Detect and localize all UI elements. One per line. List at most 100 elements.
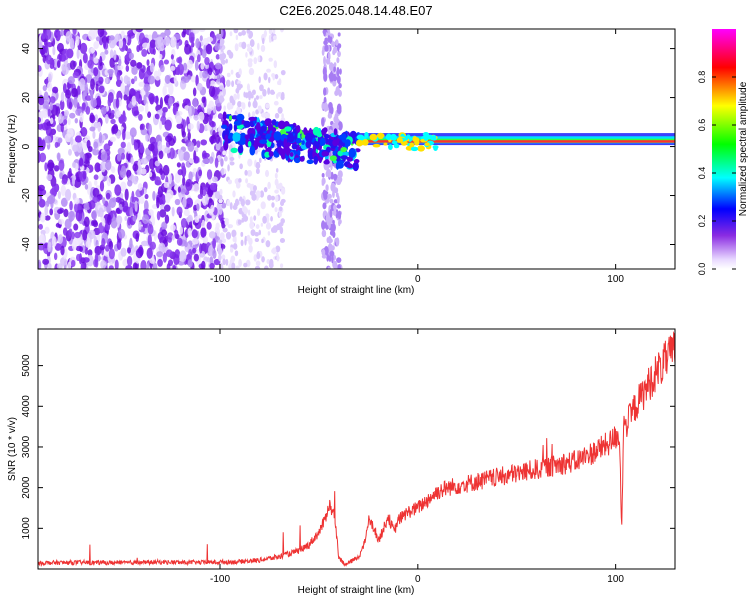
spectrogram-cell <box>144 103 149 114</box>
spectrogram-cell <box>199 243 203 254</box>
spectrogram-cell <box>187 131 191 141</box>
spectrogram-cell <box>79 42 88 54</box>
spectrogram-cell <box>244 169 248 176</box>
spectrogram-cell <box>278 222 284 227</box>
spectrogram-cell <box>336 195 340 205</box>
spectrogram-cell <box>333 66 336 73</box>
spectrogram-cell <box>336 75 341 84</box>
spectrogram-cell <box>156 211 161 221</box>
spectrogram-cell <box>198 29 206 33</box>
snr-y-ticks: 1000 2000 3000 4000 5000 <box>21 354 675 539</box>
spectrogram-heatmap <box>38 29 675 269</box>
spectrogram-cell <box>114 259 119 269</box>
spectrogram-cell <box>235 73 241 79</box>
x-tick-label: 0 <box>415 574 421 585</box>
spectrogram-cell <box>144 193 149 200</box>
spectrogram-cell <box>42 85 47 92</box>
spectrogram-cell <box>149 258 156 264</box>
spectrogram-cell <box>204 56 210 66</box>
spectrogram-cell <box>74 231 81 239</box>
spectrogram-cell <box>206 108 212 115</box>
spectrogram-cell <box>329 155 337 162</box>
spectrogram-cell <box>77 94 81 104</box>
spectrogram-cell <box>205 194 209 205</box>
spectrogram-cell <box>326 237 330 243</box>
spectrogram-cell <box>271 202 275 208</box>
spectrogram-cell <box>164 29 171 37</box>
spectrogram-cell <box>78 157 84 167</box>
spectrogram-cell <box>65 30 73 42</box>
spectrogram-cell <box>181 130 186 138</box>
spectrogram-cell <box>53 165 60 172</box>
spectrogram-cell <box>54 141 59 149</box>
spectrogram-cell <box>218 194 223 200</box>
spectrogram-x-ticks: -100 0 100 <box>210 29 624 285</box>
spectrogram-cell <box>156 251 164 258</box>
spectrogram-cell <box>267 87 271 95</box>
colorbar: 0.0 0.2 0.4 0.6 0.8 Normalized spectral ampl… <box>697 29 749 275</box>
spectrogram-cell <box>187 141 195 152</box>
spectrogram-cell <box>222 111 227 121</box>
spectrogram-cell <box>170 65 176 71</box>
spectrogram-cell <box>201 228 206 238</box>
spectrogram-cell <box>332 139 339 147</box>
spectrogram-cell <box>273 131 282 141</box>
spectrogram-cell <box>218 254 222 262</box>
spectrogram-cell <box>116 64 124 71</box>
spectrogram-cell <box>221 124 228 129</box>
spectrogram-cell <box>88 200 96 210</box>
spectrogram-cell <box>56 42 64 53</box>
spectrogram-cell <box>138 68 145 80</box>
spectrogram-cell <box>427 134 434 140</box>
spectrogram-cell <box>82 102 86 111</box>
spectrogram-cell <box>47 241 51 253</box>
spectrogram-cell <box>196 54 201 63</box>
y-tick-label: 1000 <box>21 517 32 540</box>
spectrogram-cell <box>274 112 280 119</box>
spectrogram-cell <box>344 139 351 147</box>
spectrogram-cell <box>232 190 236 198</box>
spectrogram-cell <box>67 117 71 126</box>
spectrogram-cell <box>210 33 217 45</box>
spectrogram-cell <box>372 143 381 148</box>
spectrogram-cell <box>335 161 340 170</box>
spectrogram-cell <box>245 52 248 58</box>
spectrogram-cell <box>283 137 288 148</box>
spectrogram-cell <box>257 42 260 51</box>
spectrogram-cell <box>369 133 378 141</box>
spectrogram-cell <box>273 100 279 106</box>
spectrogram-cell <box>280 198 286 204</box>
spectrogram-cell <box>255 161 261 170</box>
spectrogram-cell <box>154 75 161 81</box>
spectrogram-cell <box>312 126 320 136</box>
spectrogram-cell <box>270 135 274 143</box>
spectrogram-cell <box>168 96 173 107</box>
spectrogram-cell <box>93 179 98 186</box>
spectrogram-cell <box>235 181 241 189</box>
spectrogram-cell <box>333 128 338 136</box>
spectrogram-cell <box>265 240 271 248</box>
spectrogram-cell <box>328 73 333 80</box>
spectrogram-cell <box>88 29 96 41</box>
spectrogram-cell <box>126 255 133 267</box>
spectrogram-cell <box>44 135 52 144</box>
spectrogram-cell <box>120 165 126 176</box>
spectrogram-cell <box>176 123 183 129</box>
spectrogram-cell <box>133 110 140 116</box>
spectrogram-cell <box>49 117 54 125</box>
spectrogram-cell <box>417 145 425 152</box>
spectrogram-cell <box>187 227 192 237</box>
spectrogram-cell <box>109 57 115 68</box>
spectrogram-cell <box>217 113 224 120</box>
spectrogram-cell <box>279 263 284 268</box>
spectrogram-cell <box>126 76 131 85</box>
spectrogram-cell <box>170 224 176 232</box>
spectrogram-cell <box>141 48 148 57</box>
spectrogram-cell <box>46 174 53 181</box>
y-tick-label: -20 <box>21 188 32 203</box>
spectrogram-cell <box>137 211 141 223</box>
spectrogram-cell <box>229 161 235 166</box>
spectrogram-cell <box>125 265 133 269</box>
spectrogram-cell <box>353 158 360 164</box>
